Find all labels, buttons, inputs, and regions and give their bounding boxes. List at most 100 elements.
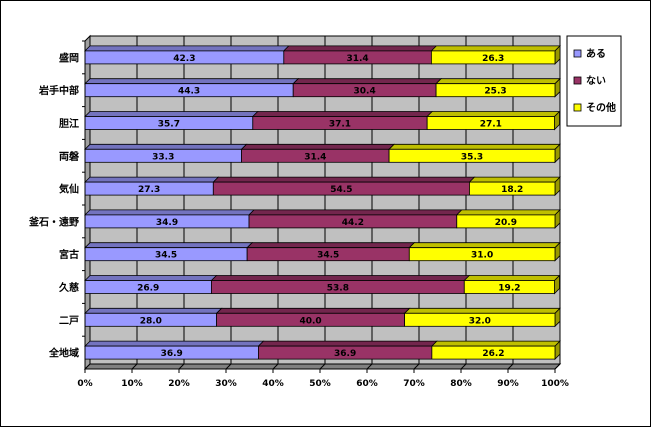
category-label: 久慈	[58, 281, 79, 294]
bar-top-face	[210, 275, 471, 281]
bar-top-face	[257, 340, 438, 347]
bar-top-face	[408, 242, 561, 249]
bar-segment-3	[388, 148, 556, 163]
bar-segment-3	[463, 280, 555, 294]
category-label: 宮古	[59, 248, 79, 261]
category-label: 岩手中部	[38, 84, 79, 97]
bar-top-face	[84, 111, 259, 117]
legend-swatch-2	[573, 76, 582, 85]
category-label: 気仙	[58, 183, 79, 196]
gridline	[319, 363, 326, 370]
x-tick-label: 30%	[215, 379, 237, 389]
gridline	[272, 363, 279, 370]
x-tick-label: 70%	[403, 379, 425, 389]
bar-top-face	[84, 275, 218, 281]
bar-top-face	[84, 340, 265, 347]
category-label: 両磐	[59, 150, 79, 163]
x-tick-label: 80%	[450, 379, 472, 389]
x-tick-label: 40%	[262, 379, 284, 389]
legend-label: ない	[586, 75, 606, 87]
value-labels: 42.3 31.4 26.3 44.3 30.4 25.3 35.7 37.1 27.1 33.3…	[137, 54, 523, 359]
bar-top-face	[430, 340, 561, 347]
data-label: 30.4	[354, 87, 376, 97]
bar-top-face	[84, 45, 290, 52]
category-label: 釜石・遠野	[28, 215, 79, 228]
bar-top-face	[84, 78, 300, 85]
legend-label: その他	[586, 101, 616, 114]
category-label: 全地域	[48, 347, 79, 360]
data-label: 42.3	[173, 54, 195, 64]
data-label: 40.0	[299, 316, 321, 326]
data-label: 20.9	[495, 218, 517, 228]
data-label: 33.3	[152, 152, 174, 162]
data-label: 44.2	[342, 218, 364, 228]
data-label: 28.0	[140, 316, 162, 326]
bar-top-face	[248, 209, 463, 216]
data-label: 26.3	[482, 54, 504, 64]
data-label: 35.7	[158, 120, 180, 130]
data-label: 18.2	[501, 185, 523, 195]
gridline	[225, 363, 232, 370]
legend-swatch-3	[573, 103, 582, 112]
x-tick-label: 90%	[497, 379, 519, 389]
data-label: 27.1	[480, 120, 502, 130]
bar-segment-3	[435, 83, 556, 98]
bar-top-face	[84, 143, 248, 150]
bar-top-face	[212, 176, 476, 183]
bar-top-face	[282, 45, 438, 52]
data-label: 34.5	[317, 251, 339, 261]
bar-segment-3	[404, 312, 556, 327]
bar-segment-3	[430, 50, 556, 65]
bar-top-face	[463, 275, 561, 281]
data-label: 36.9	[161, 349, 183, 359]
data-label: 44.3	[178, 87, 200, 97]
x-tick-label: 20%	[168, 379, 190, 389]
x-tick-label: 60%	[356, 379, 378, 389]
category-label: 盛岡	[59, 51, 79, 64]
bar-top-face	[215, 307, 411, 314]
bar-top-face	[388, 143, 561, 150]
data-label: 37.1	[329, 120, 351, 130]
bar-top-face	[403, 307, 561, 314]
bar-top-face	[84, 209, 255, 216]
legend-label: ある	[586, 47, 606, 60]
gridline	[131, 363, 138, 370]
bar-top-face	[430, 45, 561, 52]
x-tick-label: 0%	[77, 379, 92, 389]
gridline	[507, 363, 514, 370]
data-label: 35.3	[461, 152, 483, 162]
bar-segment-3	[456, 214, 556, 229]
data-label: 34.9	[156, 218, 178, 228]
gridline	[413, 363, 420, 370]
bar-top-face	[468, 176, 561, 183]
bar-top-face	[84, 242, 254, 249]
bar-segment-3	[426, 116, 555, 130]
data-label: 27.3	[138, 185, 160, 195]
data-label: 32.0	[469, 316, 491, 326]
bar-segment-3	[431, 345, 556, 360]
gridline	[178, 363, 185, 370]
bar-top-face	[435, 78, 561, 85]
data-label: 54.5	[330, 185, 352, 195]
bar-top-face	[84, 307, 223, 314]
bars	[84, 44, 561, 361]
data-label: 19.2	[498, 284, 520, 294]
data-label: 31.4	[346, 54, 368, 64]
data-label: 31.0	[471, 251, 493, 261]
bar-top-face	[84, 176, 220, 183]
bar-top-face	[240, 143, 396, 150]
category-label: 胆江	[59, 117, 79, 130]
data-label: 25.3	[484, 87, 506, 97]
bar-top-face	[292, 78, 443, 85]
data-label: 34.5	[155, 251, 177, 261]
data-label: 26.2	[482, 349, 504, 359]
legend-swatch-1	[573, 49, 582, 58]
x-axis: 0% 10% 20% 30% 40% 50% 60% 70% 80% 90% 100%	[77, 368, 569, 389]
data-label: 31.4	[304, 152, 326, 162]
bar-top-face	[426, 111, 561, 117]
bar-top-face	[246, 242, 416, 249]
data-label: 36.9	[334, 349, 356, 359]
